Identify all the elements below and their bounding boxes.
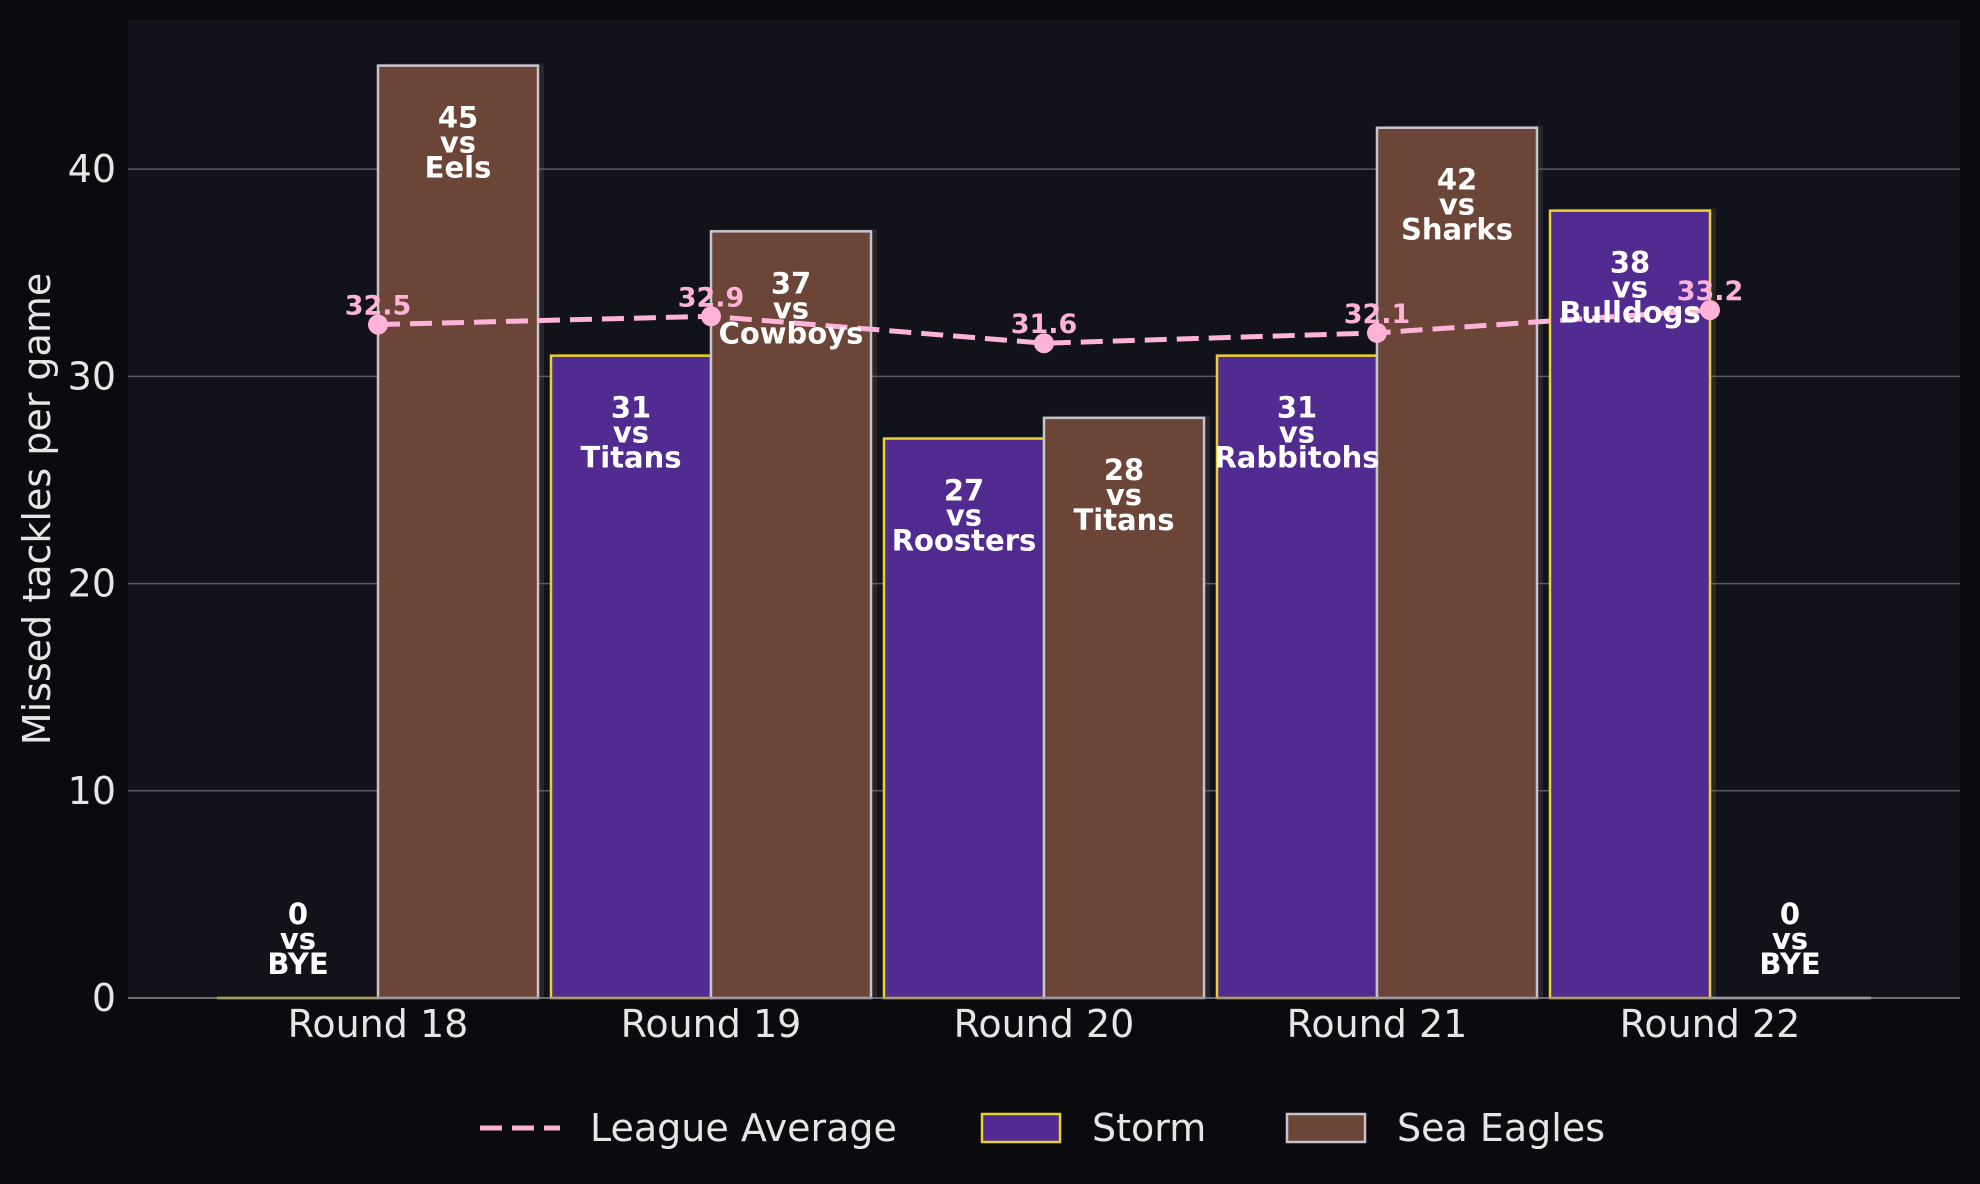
bar-value-label: Sharks [1401,213,1513,247]
bar-value-label: 0 [288,897,308,931]
bar-value-label: Titans [1073,503,1174,537]
legend-label: Storm [1092,1106,1206,1150]
bar-storm [549,354,713,1000]
bar-value-label: vs [1772,922,1808,956]
legend-swatch [1285,1112,1367,1144]
league-average-point [1367,322,1387,343]
league-average-value-label: 32.1 [1344,299,1411,330]
league-average-point [1034,333,1054,354]
league-average-value-label: 32.9 [678,282,745,313]
bar-labels: 0vsBYE31vsTitans27vsRoosters31vsRabbitoh… [267,101,1820,981]
league-average-value-label: 32.5 [345,291,412,322]
bar-value-label: vs [1439,188,1475,222]
bar-value-label: 37 [771,266,811,300]
bar-value-label: 31 [611,391,651,425]
bars [216,63,1872,1000]
bar-value-label: BYE [1759,947,1820,981]
legend-label: League Average [590,1106,897,1150]
bar-sea-eagles [1042,416,1206,1000]
bar-value-label: Titans [580,441,681,475]
league-average-point [1700,300,1720,321]
bar-value-label: vs [1612,271,1648,305]
bar-value-label: BYE [267,947,328,981]
bar-value-label: vs [773,291,809,325]
bar-value-label: Cowboys [719,316,864,350]
bar-value-label: 45 [438,101,478,135]
bar-value-label: vs [280,922,316,956]
x-tick-label: Round 19 [621,1002,802,1046]
league-average-point [701,306,721,327]
y-tick-label: 30 [68,354,116,398]
bar-value-label: Roosters [892,524,1037,558]
bar-value-label: Bulldogs [1559,296,1700,330]
axes: 0 10 20 30 40 Round 18 Round 19 Round 20 Round 2… [68,147,1960,1046]
bar-storm [882,437,1046,1000]
legend-label: Sea Eagles [1397,1106,1605,1150]
y-tick-label: 40 [68,147,116,191]
bar-value-label: 27 [944,474,984,508]
x-tick-label: Round 18 [288,1002,469,1046]
bar-value-label: vs [1279,416,1315,450]
legend-swatch [980,1112,1062,1144]
x-tick-label: Round 21 [1287,1002,1468,1046]
bar-value-label: 0 [1780,897,1800,931]
league-average-point [368,314,388,335]
league-average-value-label: 33.2 [1677,276,1744,307]
bar-sea-eagles [709,230,873,1000]
bar-value-label: 42 [1437,163,1477,197]
bar-sea-eagles [376,64,540,1000]
bar-value-label: vs [946,499,982,533]
league-average-value-label: 31.6 [1011,309,1078,340]
bar-value-label: vs [613,416,649,450]
x-tick-label: Round 22 [1620,1002,1801,1046]
bar-value-label: vs [440,126,476,160]
bar-value-label: 28 [1104,453,1144,487]
bar-value-label: vs [1106,478,1142,512]
bar-value-label: Eels [425,151,492,185]
y-axis-title: Missed tackles per game [15,273,59,745]
bar-value-label: 31 [1277,391,1317,425]
y-tick-label: 20 [68,562,116,606]
bar-sea-eagles [1375,126,1539,1000]
league-average-line: 32.5 32.9 31.6 32.1 33.2 [345,276,1744,354]
y-tick-label: 0 [92,976,116,1020]
bar-value-label: 38 [1610,246,1650,280]
legend: League Average Storm Sea Eagles [480,1106,1605,1150]
y-tick-label: 10 [68,769,116,813]
bar-value-label: Rabbitohs [1214,441,1379,475]
x-tick-label: Round 20 [954,1002,1135,1046]
